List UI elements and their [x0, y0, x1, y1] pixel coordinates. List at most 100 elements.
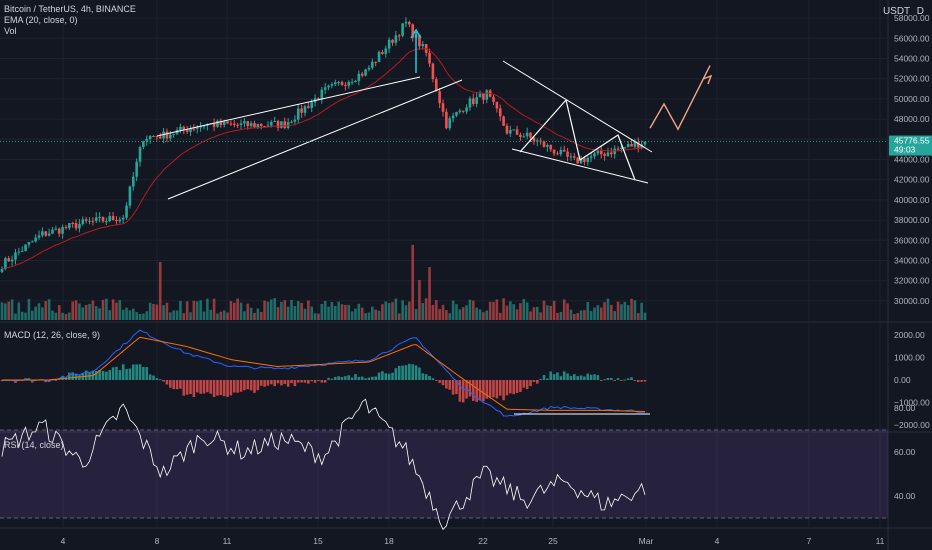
- candle-body: [125, 205, 128, 218]
- candle-body: [286, 122, 290, 128]
- macd-histogram-bar: [438, 380, 441, 383]
- volume-bar: [472, 300, 475, 320]
- macd-histogram-bar: [559, 376, 563, 380]
- candle-body: [374, 61, 377, 63]
- macd-histogram-bar: [576, 376, 579, 380]
- volume-bar: [445, 310, 448, 320]
- volume-bar: [340, 304, 344, 320]
- volume-bar: [4, 303, 7, 320]
- candle-body: [195, 127, 199, 129]
- currency-suffix: D: [916, 6, 924, 17]
- macd-histogram-bar: [155, 378, 159, 380]
- price-tick-label: 30000.00: [894, 296, 930, 306]
- volume-bar: [509, 301, 512, 320]
- candle-body: [71, 222, 74, 224]
- macd-histogram-bar: [455, 380, 458, 395]
- ema-legend[interactable]: EMA (20, close, 0): [4, 15, 78, 25]
- volume-bar: [344, 304, 347, 320]
- volume-bar: [34, 306, 37, 320]
- candle-body: [542, 141, 546, 147]
- candle-body: [408, 21, 411, 25]
- candle-body: [74, 223, 78, 229]
- candle-body: [229, 123, 233, 125]
- macd-histogram-bar: [68, 372, 71, 380]
- volume-bar: [68, 312, 71, 320]
- rsi-legend[interactable]: RSI (14, close): [4, 440, 64, 450]
- macd-histogram-bar: [195, 380, 199, 393]
- macd-tick-label: 1000.00: [894, 353, 925, 363]
- macd-pane[interactable]: [0, 329, 650, 417]
- candle-body: [152, 136, 155, 138]
- candle-body: [573, 156, 576, 158]
- macd-histogram-bar: [482, 380, 485, 402]
- macd-histogram-bar: [169, 380, 172, 388]
- volume-bar: [434, 300, 438, 320]
- volume-bar: [559, 311, 563, 320]
- price-tick-label: 48000.00: [894, 114, 930, 124]
- volume-bar: [391, 302, 394, 320]
- macd-histogram-bar: [445, 380, 448, 389]
- volume-bar: [438, 309, 441, 320]
- volume-bar: [418, 280, 421, 320]
- time-tick-label: 4: [61, 536, 66, 546]
- volume-bar: [81, 307, 85, 320]
- macd-histogram-bar: [347, 375, 351, 380]
- macd-histogram-bar: [485, 380, 489, 399]
- volume-bar: [71, 301, 74, 320]
- macd-histogram-bar: [488, 380, 492, 398]
- volume-legend[interactable]: Vol: [4, 26, 17, 36]
- macd-histogram-bar: [333, 376, 337, 380]
- macd-histogram-bar: [502, 380, 505, 401]
- candle-body: [17, 251, 21, 253]
- macd-histogram-bar: [125, 369, 128, 380]
- macd-histogram-bar: [222, 380, 226, 397]
- candle-body: [219, 120, 223, 125]
- candle-body: [34, 237, 37, 242]
- candle-body: [340, 82, 344, 85]
- candle-body: [404, 21, 408, 24]
- volume-bar: [468, 299, 472, 320]
- macd-histogram-bar: [556, 372, 559, 380]
- candle-body: [465, 107, 468, 112]
- candle-body: [169, 134, 172, 139]
- macd-histogram-bar: [253, 380, 256, 393]
- volume-bar: [593, 307, 596, 320]
- macd-legend[interactable]: MACD (12, 26, close, 9): [4, 330, 101, 340]
- volume-bar: [138, 313, 142, 320]
- macd-histogram-bar: [418, 367, 421, 380]
- candle-body: [330, 84, 334, 86]
- rsi-pane[interactable]: [0, 398, 888, 531]
- macd-histogram-bar: [340, 377, 344, 380]
- volume-bar: [633, 300, 637, 320]
- symbol-title[interactable]: Bitcoin / TetherUS, 4h, BINANCE: [4, 4, 136, 14]
- candle-body: [586, 157, 590, 162]
- macd-histogram-bar: [397, 365, 401, 380]
- candle-body: [148, 136, 152, 140]
- currency-label[interactable]: USDT D: [883, 6, 924, 17]
- macd-histogram-bar: [108, 370, 112, 380]
- candle-body: [94, 217, 98, 221]
- volume-bar: [384, 301, 388, 320]
- volume-bar: [296, 300, 300, 320]
- macd-histogram-bar: [525, 380, 529, 389]
- macd-histogram-bar: [613, 380, 617, 381]
- volume-bar: [546, 305, 549, 320]
- volume-bar: [589, 311, 593, 320]
- price-tick-label: 34000.00: [894, 256, 930, 266]
- macd-histogram-bar: [256, 380, 260, 391]
- macd-histogram-bar: [451, 380, 455, 395]
- price-pane[interactable]: [0, 17, 888, 320]
- volume-bar: [280, 301, 283, 320]
- candle-body: [57, 228, 61, 234]
- volume-bar: [216, 313, 219, 320]
- volume-bar: [105, 298, 108, 320]
- macd-histogram-bar: [115, 366, 118, 380]
- candle-body: [121, 217, 125, 220]
- macd-histogram-bar: [468, 380, 472, 397]
- macd-histogram-bar: [179, 380, 182, 389]
- macd-histogram-bar: [549, 371, 553, 380]
- volume-bar: [7, 301, 11, 320]
